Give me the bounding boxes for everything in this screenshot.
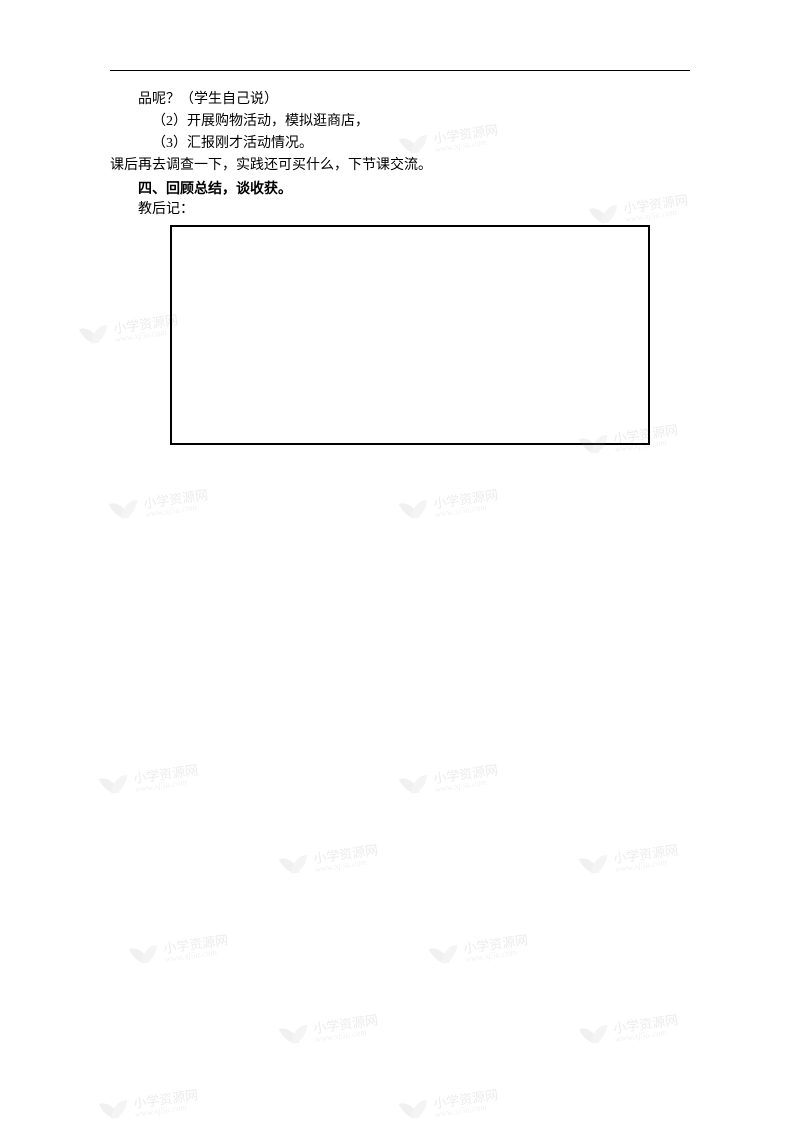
text-line-1: 品呢？（学生自己说） [110, 89, 690, 111]
watermark-text: 小学资源网www.xj5u.com [133, 1088, 200, 1119]
text-line-4: 课后再去调查一下，实践还可买什么，下节课交流。 [110, 155, 690, 177]
watermark-url-text: www.xj5u.com [314, 856, 380, 874]
watermark-main-text: 小学资源网 [613, 843, 679, 865]
watermark: 小学资源网www.xj5u.com [279, 843, 380, 879]
watermark: 小学资源网www.xj5u.com [429, 933, 530, 969]
watermark-text: 小学资源网www.xj5u.com [613, 1013, 680, 1044]
text-line-2: （2）开展购物活动，模拟逛商店， [110, 111, 690, 133]
leaf-icon [79, 323, 110, 349]
text-line-3: （3）汇报刚才活动情况。 [110, 133, 690, 155]
watermark-url-text: www.xj5u.com [134, 776, 200, 794]
watermark: 小学资源网www.xj5u.com [129, 933, 230, 969]
watermark: 小学资源网www.xj5u.com [399, 1088, 500, 1124]
watermark-text: 小学资源网www.xj5u.com [433, 488, 500, 519]
watermark-text: 小学资源网www.xj5u.com [163, 933, 230, 964]
watermark: 小学资源网www.xj5u.com [399, 763, 500, 799]
watermark-text: 小学资源网www.xj5u.com [143, 488, 210, 519]
watermark-text: 小学资源网www.xj5u.com [463, 933, 530, 964]
watermark-main-text: 小学资源网 [433, 763, 499, 785]
watermark-main-text: 小学资源网 [313, 843, 379, 865]
watermark-text: 小学资源网www.xj5u.com [613, 843, 680, 874]
watermark-url-text: www.xj5u.com [614, 856, 680, 874]
leaf-icon [129, 943, 160, 969]
text-line-5-heading: 四、回顾总结，谈收获。 [110, 177, 690, 199]
leaf-icon [279, 1023, 310, 1049]
watermark-main-text: 小学资源网 [313, 1013, 379, 1035]
watermark-text: 小学资源网www.xj5u.com [313, 1013, 380, 1044]
watermark-main-text: 小学资源网 [143, 488, 209, 510]
watermark-text: 小学资源网www.xj5u.com [433, 763, 500, 794]
watermark: 小学资源网www.xj5u.com [279, 1013, 380, 1049]
watermark-main-text: 小学资源网 [613, 1013, 679, 1035]
watermark-url-text: www.xj5u.com [134, 1101, 200, 1119]
watermark-text: 小学资源网www.xj5u.com [313, 843, 380, 874]
leaf-icon [429, 943, 460, 969]
watermark-url-text: www.xj5u.com [434, 1101, 500, 1119]
text-line-6: 教后记： [110, 199, 690, 221]
watermark: 小学资源网www.xj5u.com [99, 763, 200, 799]
top-border-line [110, 70, 690, 71]
watermark-main-text: 小学资源网 [133, 1088, 199, 1110]
watermark-url-text: www.xj5u.com [464, 946, 530, 964]
watermark-main-text: 小学资源网 [133, 763, 199, 785]
watermark: 小学资源网www.xj5u.com [579, 843, 680, 879]
leaf-icon [99, 773, 130, 799]
leaf-icon [399, 1098, 430, 1124]
watermark: 小学资源网www.xj5u.com [99, 1088, 200, 1124]
watermark-url-text: www.xj5u.com [434, 776, 500, 794]
watermark-url-text: www.xj5u.com [434, 501, 500, 519]
watermark-main-text: 小学资源网 [163, 933, 229, 955]
watermark-main-text: 小学资源网 [433, 1088, 499, 1110]
watermark-url-text: www.xj5u.com [164, 946, 230, 964]
leaf-icon [399, 498, 430, 524]
leaf-icon [99, 1098, 130, 1124]
watermark-text: 小学资源网www.xj5u.com [133, 763, 200, 794]
watermark-text: 小学资源网www.xj5u.com [433, 1088, 500, 1119]
watermark-main-text: 小学资源网 [433, 488, 499, 510]
leaf-icon [279, 853, 310, 879]
leaf-icon [579, 1023, 610, 1049]
watermark-url-text: www.xj5u.com [144, 501, 210, 519]
leaf-icon [109, 498, 140, 524]
page-content: 品呢？（学生自己说） （2）开展购物活动，模拟逛商店， （3）汇报刚才活动情况。… [110, 70, 690, 445]
leaf-icon [399, 773, 430, 799]
notes-box [170, 225, 650, 445]
watermark-url-text: www.xj5u.com [314, 1026, 380, 1044]
watermark: 小学资源网www.xj5u.com [109, 488, 210, 524]
watermark-url-text: www.xj5u.com [614, 1026, 680, 1044]
watermark-main-text: 小学资源网 [463, 933, 529, 955]
watermark: 小学资源网www.xj5u.com [399, 488, 500, 524]
watermark: 小学资源网www.xj5u.com [579, 1013, 680, 1049]
leaf-icon [579, 853, 610, 879]
